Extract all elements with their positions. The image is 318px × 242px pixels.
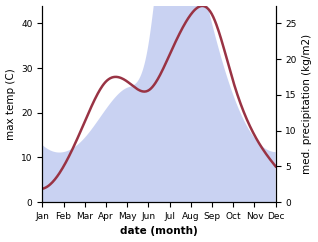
Y-axis label: med. precipitation (kg/m2): med. precipitation (kg/m2): [302, 34, 313, 174]
X-axis label: date (month): date (month): [120, 227, 198, 236]
Y-axis label: max temp (C): max temp (C): [5, 68, 16, 140]
